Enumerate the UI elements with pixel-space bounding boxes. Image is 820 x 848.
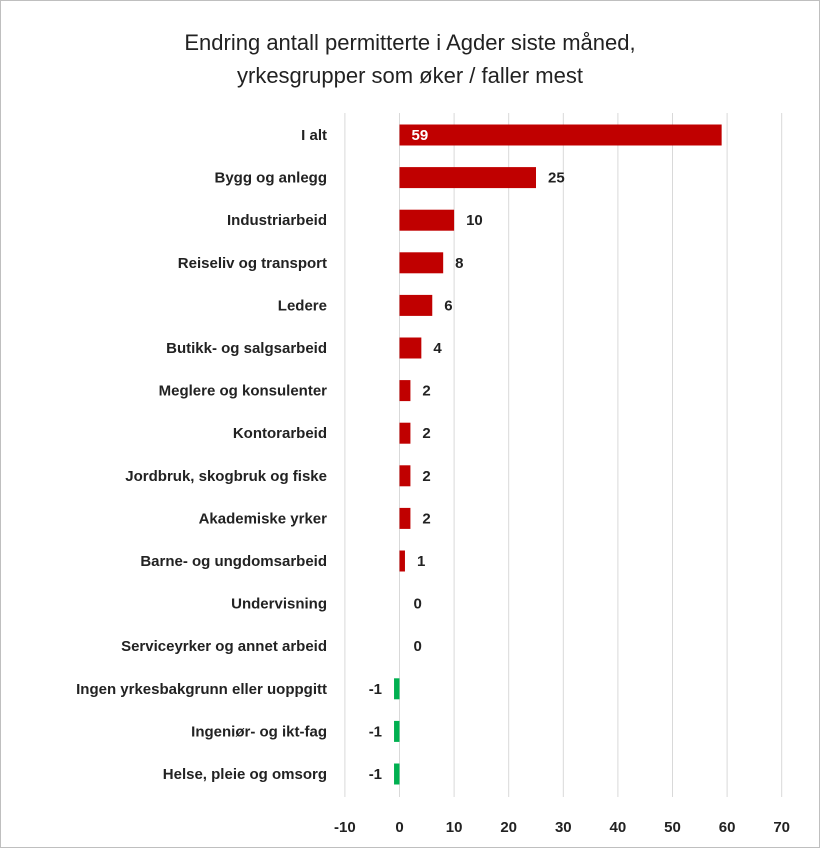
x-tick-label: -10 [334, 819, 356, 836]
category-label: Ingen yrkesbakgrunn eller uoppgitt [76, 681, 327, 698]
chart-title-line-2: yrkesgrupper som øker / faller mest [237, 63, 583, 88]
x-tick-label: 20 [500, 819, 517, 836]
category-label: Industriarbeid [227, 212, 327, 229]
bar-negative [394, 763, 400, 785]
bars [394, 124, 722, 785]
bar-positive [399, 124, 722, 146]
data-label: 10 [466, 212, 483, 229]
data-label: 25 [548, 170, 565, 187]
bar-positive [399, 252, 444, 274]
x-tick-label: 0 [395, 819, 403, 836]
bar-negative [394, 720, 400, 742]
bar-positive [399, 380, 411, 402]
data-label: -1 [369, 681, 382, 698]
x-tick-label: 10 [446, 819, 463, 836]
data-label: 0 [414, 596, 422, 613]
x-tick-labels: -10 0 10 20 30 40 50 60 70 [334, 819, 790, 836]
data-label: 4 [433, 340, 442, 357]
category-label: Barne- og ungdomsarbeid [140, 553, 327, 570]
bar-positive [399, 167, 536, 189]
category-label: Undervisning [231, 596, 327, 613]
data-label: 2 [422, 383, 430, 400]
x-tick-label: 40 [610, 819, 627, 836]
x-tick-label: 50 [664, 819, 681, 836]
bar-positive [399, 294, 433, 316]
x-tick-label: 30 [555, 819, 572, 836]
category-label: Meglere og konsulenter [159, 383, 328, 400]
x-tick-label: 60 [719, 819, 736, 836]
category-label: Bygg og anlegg [215, 170, 328, 187]
bar-positive [399, 337, 422, 359]
data-label: 8 [455, 255, 463, 272]
chart-title: Endring antall permitterte i Agder siste… [0, 26, 820, 92]
category-label: Butikk- og salgsarbeid [166, 340, 327, 357]
data-label: -1 [369, 723, 382, 740]
data-label: 59 [412, 127, 429, 144]
category-label: Serviceyrker og annet arbeid [121, 638, 327, 655]
data-label: -1 [369, 766, 382, 783]
data-label: 2 [422, 510, 430, 527]
x-tick-label: 70 [773, 819, 790, 836]
bar-positive [399, 209, 455, 231]
data-label: 1 [417, 553, 425, 570]
bar-positive [399, 422, 411, 444]
category-label: Akademiske yrker [199, 510, 328, 527]
bar-positive [399, 507, 411, 529]
category-label: Ledere [278, 297, 327, 314]
data-label: 0 [414, 638, 422, 655]
category-label: Kontorarbeid [233, 425, 327, 442]
data-label: 2 [422, 425, 430, 442]
bar-positive [399, 465, 411, 487]
bar-negative [394, 678, 400, 700]
category-label: Helse, pleie og omsorg [163, 766, 327, 783]
category-label: Ingeniør- og ikt-fag [191, 723, 327, 740]
category-label: Jordbruk, skogbruk og fiske [125, 468, 327, 485]
bar-positive [399, 550, 405, 572]
category-label: I alt [301, 127, 327, 144]
chart-title-line-1: Endring antall permitterte i Agder siste… [184, 30, 636, 55]
category-labels: I alt Bygg og anlegg Industriarbeid Reiseli… [76, 127, 327, 783]
data-label: 2 [422, 468, 430, 485]
category-label: Reiseliv og transport [178, 255, 327, 272]
data-label: 6 [444, 297, 452, 314]
